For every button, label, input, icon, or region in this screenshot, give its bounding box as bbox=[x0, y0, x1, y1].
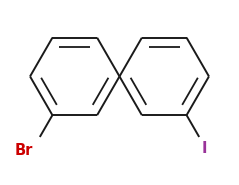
Text: Br: Br bbox=[15, 142, 33, 158]
Text: I: I bbox=[202, 141, 207, 156]
